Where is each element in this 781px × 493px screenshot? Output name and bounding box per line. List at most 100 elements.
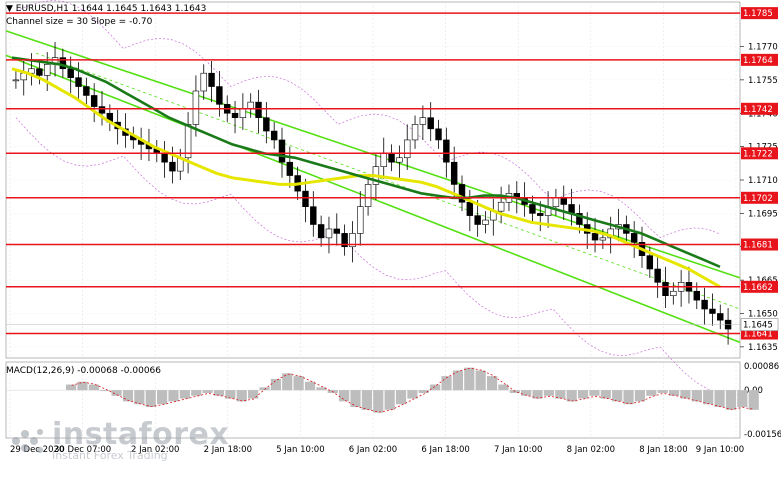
candle-body: [450, 161, 458, 185]
macd-hist-bar: [737, 390, 748, 408]
x-tick-label: 2 Jan 18:00: [204, 445, 252, 455]
x-tick-label: 2 Jan 02:00: [131, 445, 179, 455]
level-label-bg: [741, 238, 778, 251]
macd-hist-bar: [691, 390, 702, 402]
macd-hist-bar: [384, 390, 395, 410]
candle-body: [83, 86, 90, 96]
candle-body: [200, 72, 207, 92]
level-label-bg: [741, 280, 778, 293]
macd-hist-bar: [441, 376, 452, 391]
candle-body: [458, 184, 466, 203]
candle-body: [693, 290, 700, 301]
x-tick-label: 6 Jan 02:00: [349, 445, 397, 455]
candle-body: [709, 308, 716, 314]
bollinger-lower: [15, 117, 721, 394]
candle-body: [427, 117, 434, 130]
candle-body: [192, 90, 200, 125]
level-label: 1.1785: [743, 9, 773, 19]
channel-info: Channel size = 30 Slope = -0.70: [6, 17, 153, 27]
macd-hist-bar: [725, 390, 737, 410]
level-label-bg: [741, 191, 778, 204]
candle-body: [474, 215, 481, 225]
candle-body: [388, 153, 395, 163]
macd-hist-bar: [66, 384, 77, 391]
level-label: 1.1641: [743, 330, 773, 340]
channel-lower-line: [5, 54, 741, 344]
macd-hist-bar: [293, 376, 304, 391]
macd-hist-bar: [270, 378, 281, 391]
candle-body: [325, 228, 333, 239]
candle-body: [263, 117, 270, 132]
macd-hist-bar: [430, 384, 441, 391]
candle-body: [12, 79, 20, 82]
candle-body: [717, 313, 724, 321]
candle-body: [357, 206, 364, 234]
macd-hist-bar: [418, 390, 429, 393]
current-price-tag: 1.1645: [743, 321, 773, 331]
candle-body: [44, 64, 51, 76]
macd-hist-bar: [213, 390, 225, 396]
candle-body: [28, 68, 35, 74]
candle-body: [701, 299, 708, 310]
macd-hist-bar: [498, 384, 509, 391]
macd-hist-bar: [248, 390, 259, 399]
watermark-tagline: Instant Forex Trading: [52, 449, 168, 462]
macd-hist-bar: [668, 390, 680, 396]
x-tick-label: 8 Jan 18:00: [639, 445, 687, 455]
macd-tick-label: -0.00156: [744, 430, 781, 440]
macd-hist-bar: [532, 390, 543, 399]
x-tick-label: 6 Jan 18:00: [421, 445, 469, 455]
candle-body: [630, 233, 638, 243]
macd-hist-bar: [145, 390, 156, 408]
macd-hist-bar: [589, 390, 600, 396]
candle-body: [247, 101, 254, 110]
candle-body: [286, 161, 294, 176]
level-label: 1.1742: [743, 105, 773, 115]
candle-body: [270, 130, 278, 141]
level-label-bg: [741, 102, 778, 115]
candle-body: [646, 255, 654, 270]
macd-hist-bar: [88, 384, 99, 391]
x-tick-label: 9 Jan 10:00: [696, 445, 744, 455]
candle-body: [466, 201, 474, 216]
channel-upper-line: [5, 30, 741, 279]
y-tick-label: 1.1650: [748, 310, 778, 320]
candle-body: [161, 153, 168, 163]
macd-hist-bar: [555, 390, 566, 399]
x-tick-label: 5 Jan 10:00: [276, 445, 324, 455]
channel-mid-line: [35, 52, 741, 310]
macd-hist-bar: [111, 390, 122, 396]
macd-hist-bar: [714, 390, 725, 408]
macd-hist-bar: [521, 390, 532, 396]
macd-hist-bar: [122, 390, 134, 402]
level-label: 1.1722: [743, 149, 773, 159]
macd-hist-bar: [452, 370, 463, 391]
candle-body: [435, 128, 442, 141]
level-label-bg: [741, 53, 778, 66]
level-label: 1.1662: [743, 283, 773, 293]
macd-hist-bar: [157, 390, 168, 405]
candle-body: [662, 282, 669, 297]
macd-hist-bar: [680, 390, 691, 399]
candle-body: [443, 139, 450, 163]
macd-hist-bar: [77, 381, 88, 391]
candle-body: [349, 233, 356, 248]
candle-body: [98, 106, 106, 114]
y-tick-label: 1.1635: [748, 343, 778, 353]
level-label: 1.1764: [743, 56, 773, 66]
macd-hist-bar: [168, 390, 179, 402]
watermark-brand: instaforex: [52, 417, 230, 452]
candle-body: [67, 68, 74, 78]
macd-hist-bar: [612, 390, 623, 402]
y-tick-label: 1.1755: [748, 76, 778, 86]
macd-hist-bar: [259, 387, 270, 391]
level-label: 1.1681: [743, 241, 773, 251]
candle-body: [216, 86, 223, 105]
macd-hist-bar: [600, 390, 611, 399]
candle-body: [482, 219, 489, 225]
instaforex-watermark: instaforex Instant Forex Trading: [10, 420, 229, 462]
candle-body: [333, 228, 340, 234]
candle-body: [404, 139, 411, 159]
y-tick-label: 1.1695: [748, 209, 778, 219]
